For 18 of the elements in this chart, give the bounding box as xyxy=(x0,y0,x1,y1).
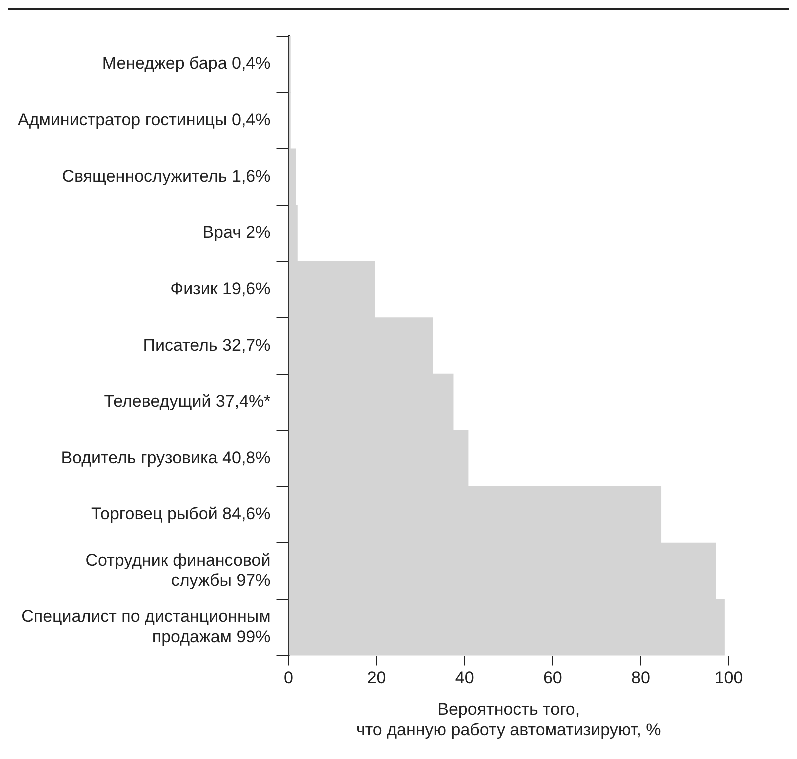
y-tick-label: Торговец рыбой 84,6% xyxy=(91,504,271,524)
y-tick-label: Писатель 32,7% xyxy=(143,336,271,355)
x-tick-label: 40 xyxy=(455,668,474,688)
y-tick-label: Специалист по дистанционным продажам 99% xyxy=(22,607,271,647)
y-tick-label: Администратор гостиницы 0,4% xyxy=(18,110,271,130)
y-tick-label: Физик 19,6% xyxy=(170,279,271,298)
y-tick-label: Водитель грузовика 40,8% xyxy=(61,448,271,468)
x-tick-label: 20 xyxy=(367,668,386,688)
y-tick-label: Священнослужитель 1,6% xyxy=(62,166,271,186)
y-tick-label: Сотрудник финансовой службы 97% xyxy=(86,550,271,590)
x-tick-label: 60 xyxy=(543,668,562,688)
y-tick-label: Врач 2% xyxy=(202,223,271,242)
y-tick-label: Менеджер бара 0,4% xyxy=(102,54,271,74)
x-tick-label: 0 xyxy=(284,668,294,688)
x-tick-label: 80 xyxy=(631,668,650,688)
x-tick-label: 100 xyxy=(714,668,744,688)
y-tick-label: Телеведущий 37,4%* xyxy=(104,392,272,412)
x-axis-title: Вероятность того, что данную работу автоматизируют, % xyxy=(356,700,662,740)
